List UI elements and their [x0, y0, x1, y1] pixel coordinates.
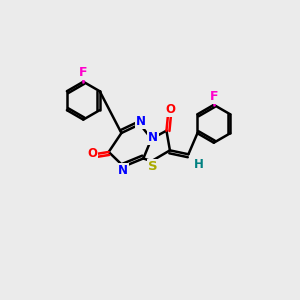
- Text: N: N: [136, 116, 146, 128]
- Text: S: S: [148, 160, 158, 173]
- Text: N: N: [148, 131, 158, 144]
- Text: N: N: [118, 164, 128, 177]
- Text: F: F: [79, 67, 88, 80]
- Text: H: H: [194, 158, 204, 171]
- Text: O: O: [88, 147, 98, 160]
- Text: F: F: [210, 90, 218, 103]
- Text: O: O: [165, 103, 175, 116]
